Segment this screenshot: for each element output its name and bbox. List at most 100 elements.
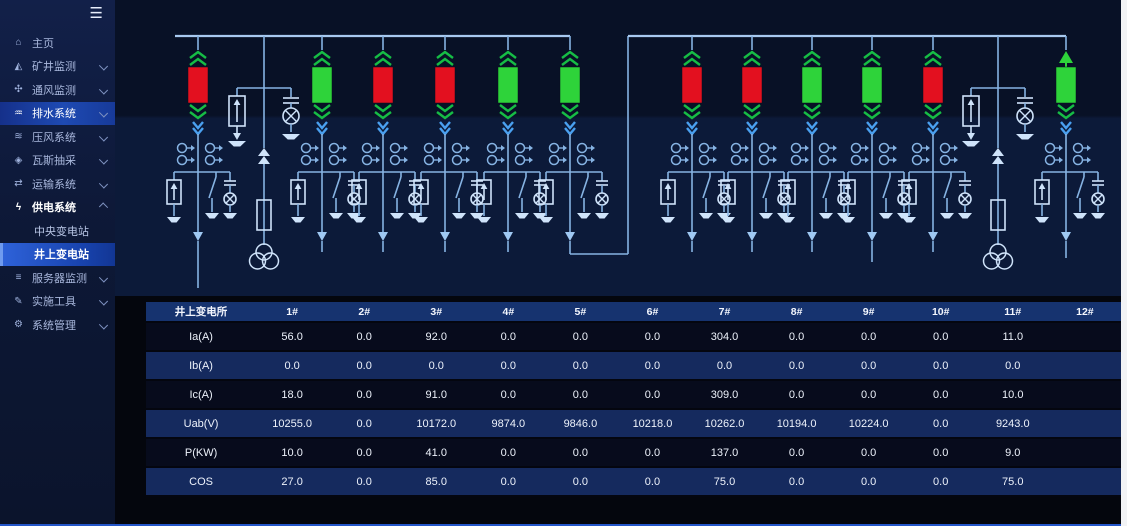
column-header: 2# xyxy=(328,302,401,323)
sidebar-item-label: 中央变电站 xyxy=(34,225,89,238)
table-row-P(KW): P(KW) 10.0 0.0 41.0 0.0 0.0 0.0 137.0 0.0 0.0 0.0 9… xyxy=(146,438,1121,468)
chevron-down-icon xyxy=(98,155,109,165)
sidebar-item-井上变电站[interactable]: 井上变电站 xyxy=(0,242,115,266)
table-cell: 10255.0 xyxy=(256,409,329,439)
table-cell: 91.0 xyxy=(400,380,473,410)
breaker[interactable] xyxy=(559,66,581,104)
breaker[interactable] xyxy=(311,66,333,104)
sidebar-item-label: 压风系统 xyxy=(32,131,76,144)
table-cell: 0.0 xyxy=(904,351,977,381)
table-cell: 309.0 xyxy=(688,380,761,410)
table-cell: 9.0 xyxy=(976,438,1049,468)
column-header: 5# xyxy=(544,302,617,323)
breaker[interactable] xyxy=(497,66,519,104)
breaker[interactable] xyxy=(372,66,394,104)
sidebar-item-通风监测[interactable]: ✣ 通风监测 xyxy=(0,78,115,102)
breaker[interactable] xyxy=(681,66,703,104)
table-cell: 0.0 xyxy=(760,380,833,410)
sidebar-item-瓦斯抽采[interactable]: ◈ 瓦斯抽采 xyxy=(0,149,115,173)
substation-table: 井上变电所 1# 2# 3# 4# 5# 6# 7# 8# 9# 10# 11# 12# Ia(A) 56.… xyxy=(146,302,1121,497)
table-cell: 0.0 xyxy=(904,467,977,497)
home-icon: ⌂ xyxy=(15,37,22,49)
sidebar-menu: ⌂ 主页 ◭ 矿井监测 ✣ 通风监测 ♒ 排水系统 ≋ 压风系统 ◈ 瓦斯抽采 ⇄ 运输系统 ϟ 供电系统中央… xyxy=(0,31,115,337)
table-cell: 0.0 xyxy=(256,351,329,381)
table-cell: 0.0 xyxy=(760,351,833,381)
table-cell: 9874.0 xyxy=(472,409,545,439)
row-label: Ia(A) xyxy=(146,322,257,352)
table-row-COS: COS 27.0 0.0 85.0 0.0 0.0 0.0 75.0 0.0 0.0 0.0 75.0 xyxy=(146,467,1121,497)
breaker[interactable] xyxy=(187,66,209,104)
table-cell: 75.0 xyxy=(688,467,761,497)
row-label: Ic(A) xyxy=(146,380,257,410)
sidebar-item-系统管理[interactable]: ⚙ 系统管理 xyxy=(0,313,115,337)
table-cell: 27.0 xyxy=(256,467,329,497)
right-edge-strip xyxy=(1121,0,1127,526)
sidebar-item-排水系统[interactable]: ♒ 排水系统 xyxy=(0,101,115,125)
column-header: 9# xyxy=(832,302,905,323)
table-cell: 0.0 xyxy=(832,467,905,497)
table-cell: 10218.0 xyxy=(616,409,689,439)
sidebar-item-label: 井上变电站 xyxy=(34,249,89,262)
sidebar-item-供电系统[interactable]: ϟ 供电系统 xyxy=(0,196,115,220)
sidebar-item-矿井监测[interactable]: ◭ 矿井监测 xyxy=(0,55,115,79)
power-icon: ϟ xyxy=(15,201,22,213)
row-label: Uab(V) xyxy=(146,409,257,439)
sidebar-item-运输系统[interactable]: ⇄ 运输系统 xyxy=(0,172,115,196)
menu-toggle-icon[interactable]: ☰ xyxy=(89,5,103,22)
table-cell: 10.0 xyxy=(976,380,1049,410)
breaker[interactable] xyxy=(1055,66,1077,104)
fan-icon: ✣ xyxy=(14,84,23,96)
pump-icon: ♒ xyxy=(14,107,23,119)
table-cell xyxy=(1048,438,1121,468)
table-cell: 0.0 xyxy=(904,409,977,439)
column-header: 井上变电所 xyxy=(146,302,257,323)
table-cell: 0.0 xyxy=(472,380,545,410)
mine-icon: ◭ xyxy=(14,60,23,72)
sidebar-item-服务器监测[interactable]: ≡ 服务器监测 xyxy=(0,266,115,290)
sidebar-item-压风系统[interactable]: ≋ 压风系统 xyxy=(0,125,115,149)
table-cell: 18.0 xyxy=(256,380,329,410)
table-cell: 75.0 xyxy=(976,467,1049,497)
table-cell: 0.0 xyxy=(328,380,401,410)
sidebar-item-主页[interactable]: ⌂ 主页 xyxy=(0,31,115,55)
table-cell: 92.0 xyxy=(400,322,473,352)
settings-icon: ⚙ xyxy=(14,319,23,331)
chevron-down-icon xyxy=(98,296,109,306)
table-cell: 0.0 xyxy=(616,467,689,497)
breaker[interactable] xyxy=(922,66,944,104)
breaker[interactable] xyxy=(861,66,883,104)
sidebar-item-label: 排水系统 xyxy=(32,108,76,121)
sidebar-item-中央变电站[interactable]: 中央变电站 xyxy=(0,219,115,243)
column-header: 12# xyxy=(1048,302,1121,323)
table-cell: 0.0 xyxy=(688,351,761,381)
table-cell: 0.0 xyxy=(760,467,833,497)
chevron-down-icon xyxy=(98,132,109,142)
table-cell: 9243.0 xyxy=(976,409,1049,439)
table-cell: 0.0 xyxy=(832,322,905,352)
row-label: Ib(A) xyxy=(146,351,257,381)
column-header: 11# xyxy=(976,302,1049,323)
table-cell: 0.0 xyxy=(544,322,617,352)
column-header: 10# xyxy=(904,302,977,323)
breaker[interactable] xyxy=(434,66,456,104)
chevron-down-icon xyxy=(98,108,109,118)
table-cell: 0.0 xyxy=(544,380,617,410)
sidebar-item-label: 通风监测 xyxy=(32,84,76,97)
table-header-row: 井上变电所 1# 2# 3# 4# 5# 6# 7# 8# 9# 10# 11# 12# xyxy=(146,302,1121,323)
table-cell: 0.0 xyxy=(472,467,545,497)
sidebar-item-实施工具[interactable]: ✎ 实施工具 xyxy=(0,290,115,314)
breaker[interactable] xyxy=(801,66,823,104)
chevron-down-icon xyxy=(98,179,109,189)
breaker[interactable] xyxy=(741,66,763,104)
sidebar-item-label: 服务器监测 xyxy=(32,272,87,285)
chevron-down-icon xyxy=(98,273,109,283)
server-icon: ≡ xyxy=(15,272,22,284)
column-header: 1# xyxy=(256,302,329,323)
table-cell: 0.0 xyxy=(616,380,689,410)
table-cell: 0.0 xyxy=(544,467,617,497)
row-label: P(KW) xyxy=(146,438,257,468)
sidebar: ☰ ⌂ 主页 ◭ 矿井监测 ✣ 通风监测 ♒ 排水系统 ≋ 压风系统 ◈ 瓦斯抽采 ⇄ 运输系统 ϟ 供电系统… xyxy=(0,0,115,526)
compressor-icon: ≋ xyxy=(14,131,23,143)
table-cell: 0.0 xyxy=(544,438,617,468)
column-header: 6# xyxy=(616,302,689,323)
